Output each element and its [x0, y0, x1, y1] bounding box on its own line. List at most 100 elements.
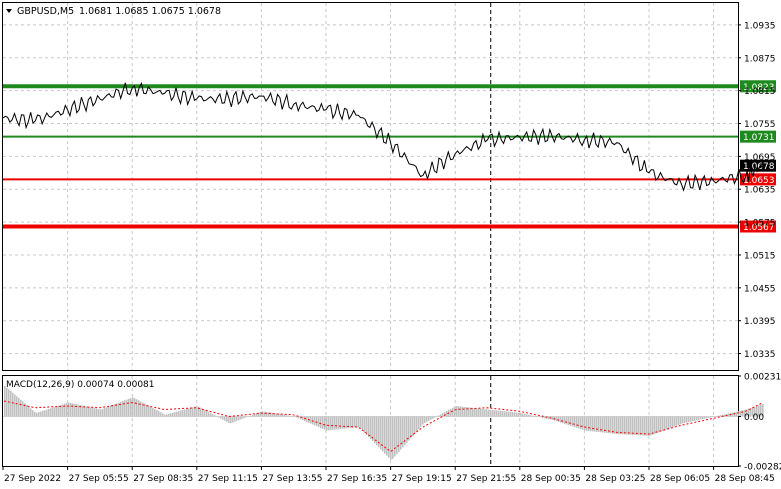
macd-bar	[494, 410, 496, 417]
macd-bar	[376, 416, 378, 446]
x-tick-label: 27 Sep 05:55	[69, 474, 129, 484]
macd-bar	[40, 411, 42, 417]
macd-bar	[736, 411, 738, 417]
macd-bar	[558, 416, 560, 422]
macd-bar	[338, 416, 340, 430]
macd-bar	[212, 414, 214, 417]
macd-bar	[562, 416, 564, 424]
x-tick-label: 28 Sep 08:45	[715, 474, 775, 484]
macd-bar	[78, 404, 80, 417]
macd-bar	[172, 412, 174, 417]
macd-bar	[146, 404, 148, 417]
macd-bar	[334, 416, 336, 430]
macd-bar	[556, 416, 558, 422]
macd-bar	[38, 412, 40, 417]
macd-bar	[30, 408, 32, 417]
x-tick-label: 27 Sep 19:15	[392, 474, 452, 484]
y-tick-label: 1.0515	[744, 251, 776, 261]
macd-bar	[170, 413, 172, 417]
macd-bar	[314, 416, 316, 426]
macd-bar	[116, 403, 118, 417]
macd-bar	[400, 416, 402, 450]
macd-bar	[396, 416, 398, 455]
macd-bar	[276, 413, 278, 417]
macd-bar	[684, 416, 686, 423]
macd-bar	[512, 412, 514, 417]
macd-bar	[670, 416, 672, 428]
macd-bar	[288, 415, 290, 417]
macd-bar	[80, 405, 82, 417]
macd-bar	[382, 416, 384, 452]
macd-bar	[576, 416, 578, 428]
macd-bar	[54, 406, 56, 417]
macd-bar	[82, 405, 84, 417]
macd-bar	[84, 406, 86, 417]
y-tick-label: 1.0815	[744, 87, 776, 97]
macd-bar	[722, 414, 724, 417]
macd-bar	[692, 416, 694, 422]
macd-bar	[348, 416, 350, 429]
macd-bar	[248, 416, 250, 417]
macd-bar	[336, 416, 338, 430]
macd-bar	[42, 410, 44, 417]
macd-bar	[508, 411, 510, 417]
macd-bar	[154, 409, 156, 417]
macd-bar	[668, 416, 670, 429]
macd-bar	[388, 416, 390, 458]
current-price-label: 1.0678	[743, 162, 775, 172]
macd-bar	[346, 416, 348, 429]
macd-bar	[386, 416, 388, 456]
macd-bar	[422, 416, 424, 425]
macd-bar	[190, 407, 192, 417]
macd-bar	[286, 415, 288, 417]
macd-bar	[472, 407, 474, 417]
macd-bar	[72, 403, 74, 417]
y-tick-label: 1.0755	[744, 120, 776, 130]
macd-bar	[278, 413, 280, 417]
macd-bar	[466, 407, 468, 417]
macd-bar	[98, 409, 100, 417]
macd-bar	[256, 413, 258, 417]
macd-bar	[418, 416, 420, 430]
macd-bar	[224, 416, 226, 421]
macd-bar	[622, 416, 624, 435]
macd-bar	[368, 416, 370, 438]
macd-bar	[724, 414, 726, 417]
x-tick-label: 27 Sep 08:35	[133, 474, 193, 484]
macd-bar	[208, 412, 210, 417]
level-tag-label: 1.0567	[743, 223, 775, 233]
macd-bar	[476, 408, 478, 417]
macd-bar	[536, 416, 538, 418]
x-tick-label: 27 Sep 16:35	[327, 474, 387, 484]
macd-bar	[260, 411, 262, 417]
macd-bar	[90, 407, 92, 417]
macd-bar	[148, 405, 150, 417]
macd-bar	[532, 415, 534, 417]
macd-bar	[186, 408, 188, 417]
ohlc-label: 1.0681 1.0685 1.0675 1.0678	[79, 6, 221, 17]
macd-bar	[468, 407, 470, 417]
dropdown-triangle-icon[interactable]	[6, 9, 12, 13]
macd-bar	[492, 409, 494, 417]
macd-bar	[176, 411, 178, 417]
macd-bar	[240, 416, 242, 420]
macd-bar	[650, 416, 652, 436]
macd-bar	[242, 416, 244, 419]
macd-bar	[180, 410, 182, 417]
macd-bar	[200, 407, 202, 417]
macd-bar	[280, 414, 282, 417]
macd-bar	[640, 416, 642, 436]
macd-bar	[332, 416, 334, 430]
macd-bar	[156, 410, 158, 417]
y-tick-label: 1.0335	[744, 350, 776, 360]
macd-bar	[6, 387, 8, 417]
macd-bar	[356, 416, 358, 428]
macd-bar	[526, 414, 528, 417]
macd-bar	[218, 416, 220, 418]
macd-bar	[320, 416, 322, 428]
macd-bar	[720, 415, 722, 417]
macd-bar	[756, 406, 758, 417]
macd-bar	[358, 416, 360, 428]
macd-bar	[718, 415, 720, 417]
